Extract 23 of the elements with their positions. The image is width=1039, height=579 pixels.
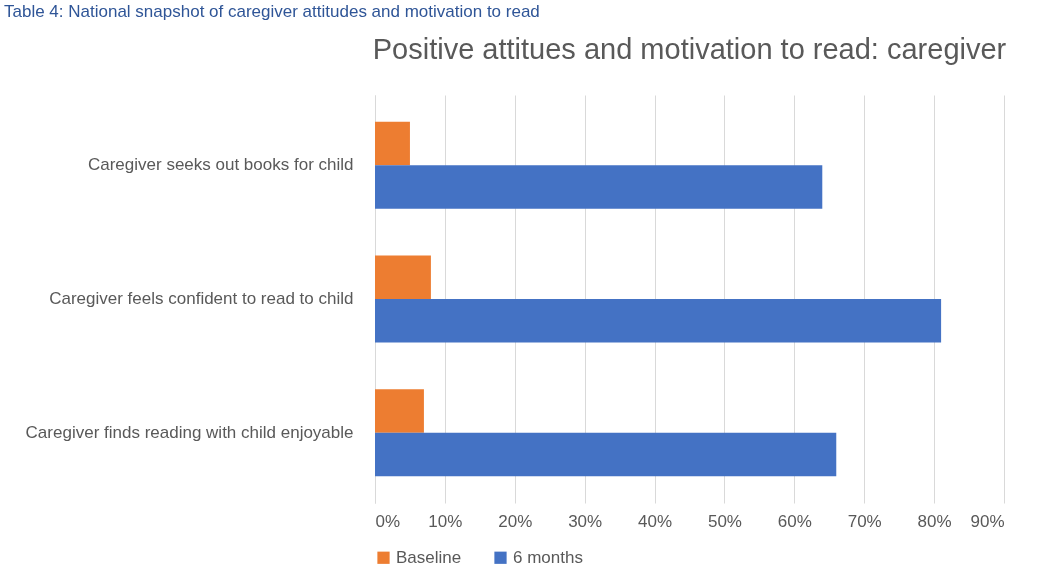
bar: [375, 389, 424, 433]
legend-label: 6 months: [513, 547, 583, 567]
x-tick-label: 30%: [568, 511, 603, 531]
x-tick-label: 20%: [498, 511, 533, 531]
x-tick-label: 60%: [777, 511, 812, 531]
y-tick-label: Caregiver feels confident to read to child: [49, 289, 354, 308]
chart-title: Positive attitues and motivation to read: caregiver: [372, 33, 1007, 65]
x-tick-label: 10%: [428, 511, 463, 531]
x-tick-label: 90%: [970, 511, 1005, 531]
caption: Table 4: National snapshot of caregiver attitudes and motivation to read: [3, 1, 541, 23]
y-tick-label: Caregiver finds reading with child enjoyable: [25, 422, 354, 442]
bar: [375, 255, 431, 299]
bar: [375, 299, 942, 343]
bar: [375, 121, 410, 166]
bar: [375, 165, 823, 209]
x-tick-label: 50%: [707, 511, 742, 531]
y-tick-label: Caregiver seeks out books for child: [87, 155, 354, 175]
x-tick-label: 80%: [917, 511, 952, 531]
x-tick-label: 40%: [638, 511, 673, 531]
x-tick-label: 70%: [847, 511, 882, 531]
legend-label: Baseline: [396, 547, 462, 567]
bar: [375, 432, 837, 477]
x-tick-label: 0%: [375, 511, 401, 531]
